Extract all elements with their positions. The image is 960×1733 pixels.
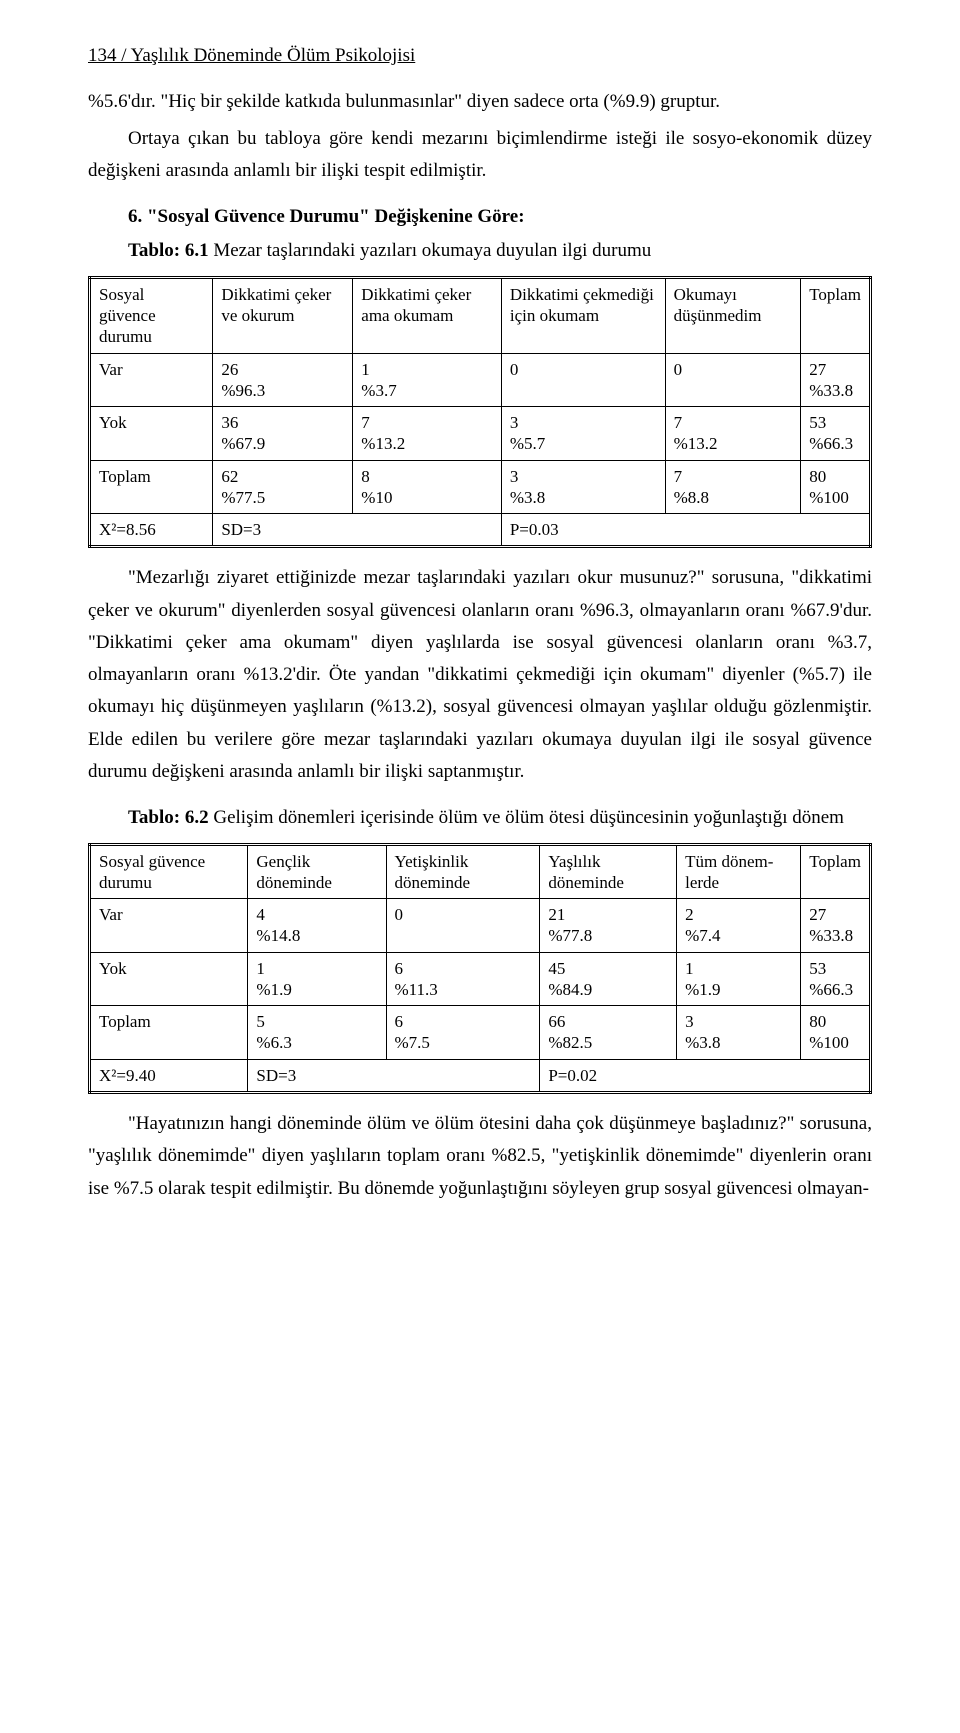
table-cell: 3%3.8 <box>677 1006 801 1060</box>
intro-paragraph-2: Ortaya çıkan bu tabloya göre kendi mezar… <box>88 123 872 188</box>
stat-x2: X²=9.40 <box>90 1059 248 1092</box>
table-cell: 27%33.8 <box>801 353 871 407</box>
stat-p: P=0.02 <box>540 1059 871 1092</box>
table-cell: 1%3.7 <box>353 353 502 407</box>
table-cell: 0 <box>665 353 801 407</box>
table-6-1-caption-text: Mezar taşlarındaki yazıları okumaya duyu… <box>209 240 652 261</box>
table-row: Toplam 62%77.5 8%10 3%3.8 7%8.8 80%100 <box>90 460 871 514</box>
table-row: Yok 1%1.9 6%11.3 45%84.9 1%1.9 53%66.3 <box>90 952 871 1006</box>
table-header: Toplam <box>801 844 871 899</box>
table-cell: 1%1.9 <box>677 952 801 1006</box>
table-cell: 7%13.2 <box>665 407 801 461</box>
paragraph-after-table-6-2: "Hayatınızın hangi döneminde ölüm ve ölü… <box>88 1108 872 1205</box>
table-cell: 7%8.8 <box>665 460 801 514</box>
intro-paragraph-1: %5.6'dır. "Hiç bir şekilde katkıda bulun… <box>88 86 872 118</box>
table-cell: 2%7.4 <box>677 899 801 953</box>
table-row: Sosyal güvence durumu Dikkatimi çeker ve… <box>90 277 871 353</box>
page-header: 134 / Yaşlılık Döneminde Ölüm Psikolojis… <box>88 40 872 72</box>
table-cell: 1%1.9 <box>248 952 386 1006</box>
table-cell: 26%96.3 <box>213 353 353 407</box>
table-row: Yok 36%67.9 7%13.2 3%5.7 7%13.2 53%66.3 <box>90 407 871 461</box>
row-label: Var <box>90 353 213 407</box>
table-cell: 80%100 <box>801 460 871 514</box>
table-stats-row: X²=9.40 SD=3 P=0.02 <box>90 1059 871 1092</box>
table-cell: 27%33.8 <box>801 899 871 953</box>
row-label: Var <box>90 899 248 953</box>
table-header: Dikkatimi çeker ve okurum <box>213 277 353 353</box>
table-6-1: Sosyal güvence durumu Dikkatimi çeker ve… <box>88 276 872 549</box>
stat-p: P=0.03 <box>501 514 870 547</box>
table-cell: 4%14.8 <box>248 899 386 953</box>
table-header: Yaşlılık döneminde <box>540 844 677 899</box>
table-cell: 21%77.8 <box>540 899 677 953</box>
table-header: Gençlik döneminde <box>248 844 386 899</box>
table-row: Var 26%96.3 1%3.7 0 0 27%33.8 <box>90 353 871 407</box>
table-cell: 3%3.8 <box>501 460 665 514</box>
table-header: Okumayı düşünmedim <box>665 277 801 353</box>
table-header: Sosyal güvence durumu <box>90 844 248 899</box>
stat-sd: SD=3 <box>248 1059 540 1092</box>
table-cell: 6%7.5 <box>386 1006 540 1060</box>
table-header: Tüm dönem-lerde <box>677 844 801 899</box>
table-stats-row: X²=8.56 SD=3 P=0.03 <box>90 514 871 547</box>
table-6-1-caption: Tablo: 6.1 Mezar taşlarındaki yazıları o… <box>88 235 872 267</box>
table-header: Dikkatimi çekmediği için okumam <box>501 277 665 353</box>
table-cell: 8%10 <box>353 460 502 514</box>
table-cell: 62%77.5 <box>213 460 353 514</box>
table-6-2-caption-text: Gelişim dönemleri içerisinde ölüm ve ölü… <box>209 807 844 828</box>
row-label: Toplam <box>90 1006 248 1060</box>
table-cell: 45%84.9 <box>540 952 677 1006</box>
table-cell: 3%5.7 <box>501 407 665 461</box>
row-label: Yok <box>90 952 248 1006</box>
table-cell: 0 <box>386 899 540 953</box>
table-cell: 80%100 <box>801 1006 871 1060</box>
table-6-2-caption-label: Tablo: 6.2 <box>128 807 209 828</box>
section-6-title: 6. "Sosyal Güvence Durumu" Değişkenine G… <box>88 201 872 233</box>
table-cell: 0 <box>501 353 665 407</box>
table-6-1-caption-label: Tablo: 6.1 <box>128 240 209 261</box>
table-6-2-caption: Tablo: 6.2 Gelişim dönemleri içerisinde … <box>88 802 872 834</box>
table-header: Sosyal güvence durumu <box>90 277 213 353</box>
table-cell: 5%6.3 <box>248 1006 386 1060</box>
stat-sd: SD=3 <box>213 514 502 547</box>
table-row: Toplam 5%6.3 6%7.5 66%82.5 3%3.8 80%100 <box>90 1006 871 1060</box>
table-cell: 7%13.2 <box>353 407 502 461</box>
row-label: Toplam <box>90 460 213 514</box>
document-page: 134 / Yaşlılık Döneminde Ölüm Psikolojis… <box>0 0 960 1733</box>
table-row: Var 4%14.8 0 21%77.8 2%7.4 27%33.8 <box>90 899 871 953</box>
table-cell: 36%67.9 <box>213 407 353 461</box>
table-row: Sosyal güvence durumu Gençlik döneminde … <box>90 844 871 899</box>
table-header: Toplam <box>801 277 871 353</box>
table-cell: 6%11.3 <box>386 952 540 1006</box>
table-6-2: Sosyal güvence durumu Gençlik döneminde … <box>88 843 872 1094</box>
table-header: Yetişkinlik döneminde <box>386 844 540 899</box>
table-cell: 53%66.3 <box>801 952 871 1006</box>
paragraph-after-table-6-1: "Mezarlığı ziyaret ettiğinizde mezar taş… <box>88 562 872 788</box>
table-header: Dikkatimi çeker ama okumam <box>353 277 502 353</box>
table-cell: 53%66.3 <box>801 407 871 461</box>
stat-x2: X²=8.56 <box>90 514 213 547</box>
row-label: Yok <box>90 407 213 461</box>
table-cell: 66%82.5 <box>540 1006 677 1060</box>
